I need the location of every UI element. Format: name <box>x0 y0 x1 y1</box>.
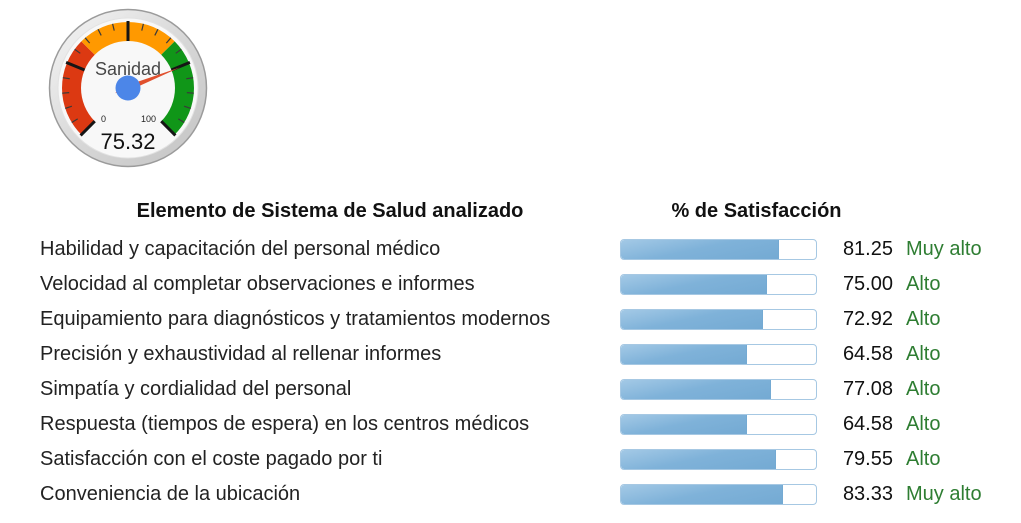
row-rating: Alto <box>906 273 941 295</box>
row-label: Respuesta (tiempos de espera) en los cen… <box>40 413 530 435</box>
table-row: Satisfacción con el coste pagado por ti … <box>40 442 1021 477</box>
progress-bar-fill <box>621 275 768 294</box>
progress-bar-fill <box>621 345 747 364</box>
progress-bar <box>620 379 817 400</box>
table-row: Velocidad al completar observaciones e i… <box>40 267 1021 302</box>
header-satisfaction-column: % de Satisfacción <box>671 200 842 222</box>
row-label: Satisfacción con el coste pagado por ti <box>40 448 383 470</box>
table-row: Conveniencia de la ubicación 83.33 Muy a… <box>40 477 1021 512</box>
header-element-column: Elemento de Sistema de Salud analizado <box>136 200 524 222</box>
row-rating: Alto <box>906 308 941 330</box>
progress-bar-fill <box>621 240 780 259</box>
progress-bar-fill <box>621 485 784 504</box>
progress-bar-fill <box>621 415 747 434</box>
progress-bar <box>620 239 817 260</box>
gauge-minor-ticks <box>62 23 194 124</box>
row-value: 64.58 <box>842 413 893 435</box>
table-row: Respuesta (tiempos de espera) en los cen… <box>40 407 1021 442</box>
table-row: Equipamiento para diagnósticos y tratami… <box>40 302 1021 337</box>
row-label: Habilidad y capacitación del personal mé… <box>40 238 441 260</box>
row-value: 75.00 <box>842 273 893 295</box>
health-gauge: 0 100 Sanidad 75.32 <box>48 8 208 168</box>
row-value: 64.58 <box>842 343 893 365</box>
row-value: 81.25 <box>842 238 893 260</box>
progress-bar <box>620 274 817 295</box>
table-header: Elemento de Sistema de Salud analizado %… <box>40 200 1021 226</box>
progress-bar <box>620 344 817 365</box>
gauge-value: 75.32 <box>100 129 155 154</box>
row-value: 79.55 <box>842 448 893 470</box>
table-row: Habilidad y capacitación del personal mé… <box>40 232 1021 267</box>
row-label: Simpatía y cordialidad del personal <box>40 378 352 400</box>
progress-bar-fill <box>621 380 772 399</box>
row-rating: Muy alto <box>906 238 982 260</box>
progress-bar <box>620 484 817 505</box>
satisfaction-table: Elemento de Sistema de Salud analizado %… <box>0 200 1021 512</box>
row-label: Velocidad al completar observaciones e i… <box>40 273 475 295</box>
table-row: Precisión y exhaustividad al rellenar in… <box>40 337 1021 372</box>
row-rating: Alto <box>906 343 941 365</box>
gauge-svg: 0 100 Sanidad 75.32 <box>48 8 208 168</box>
gauge-major-ticks <box>65 21 191 137</box>
row-rating: Alto <box>906 413 941 435</box>
row-rating: Muy alto <box>906 483 982 505</box>
gauge-hub <box>115 75 141 101</box>
gauge-min-label: 0 <box>101 114 106 124</box>
row-label: Precisión y exhaustividad al rellenar in… <box>40 343 442 365</box>
row-value: 77.08 <box>842 378 893 400</box>
gauge-max-label: 100 <box>141 114 156 124</box>
row-label: Equipamiento para diagnósticos y tratami… <box>40 308 551 330</box>
row-rating: Alto <box>906 378 941 400</box>
row-label: Conveniencia de la ubicación <box>40 483 301 505</box>
progress-bar-fill <box>621 450 777 469</box>
row-value: 83.33 <box>842 483 893 505</box>
progress-bar <box>620 309 817 330</box>
gauge-title: Sanidad <box>95 59 161 79</box>
row-rating: Alto <box>906 448 941 470</box>
progress-bar-fill <box>621 310 764 329</box>
progress-bar <box>620 414 817 435</box>
table-row: Simpatía y cordialidad del personal 77.0… <box>40 372 1021 407</box>
progress-bar <box>620 449 817 470</box>
row-value: 72.92 <box>842 308 893 330</box>
